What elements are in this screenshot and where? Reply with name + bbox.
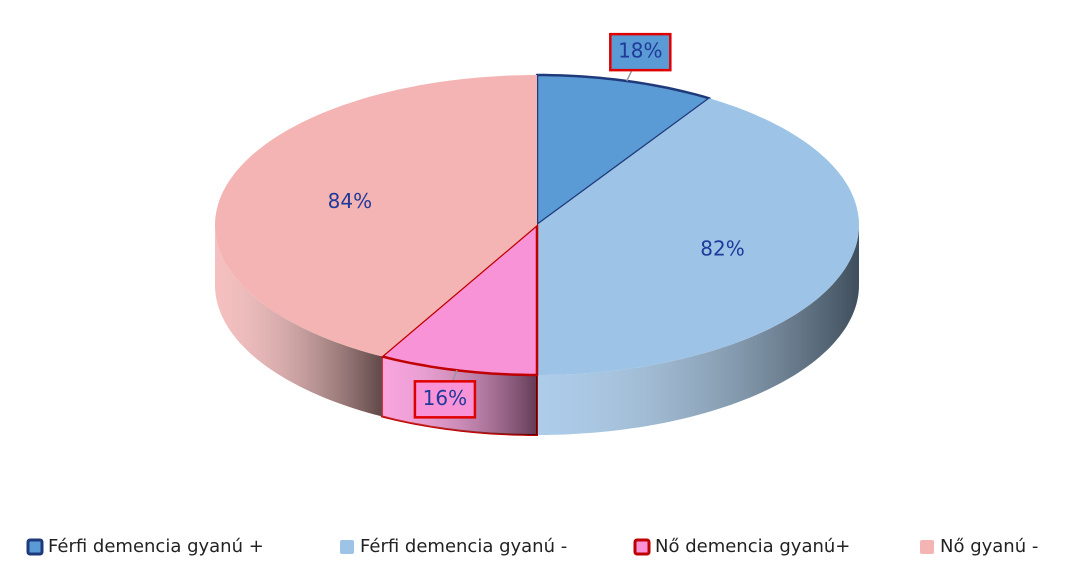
pie-side-shade: [215, 225, 382, 417]
legend-swatch: [340, 540, 354, 554]
pie-slice: [535, 73, 711, 227]
pie-slice: [215, 75, 537, 357]
pie: 18% 82% 16% 84%: [215, 32, 859, 436]
data-label: 82%: [700, 237, 744, 261]
pie-slice: [380, 223, 539, 377]
pie-side-shade: [537, 225, 859, 435]
legend: Férfi demencia gyanú + Férfi demencia gya…: [26, 536, 1038, 557]
data-label: 16%: [423, 386, 467, 410]
label-box: [413, 380, 477, 419]
data-label: 84%: [328, 189, 372, 213]
label-box: [609, 32, 672, 72]
legend-label: Férfi demencia gyanú -: [360, 536, 567, 557]
legend-label: Férfi demencia gyanú +: [48, 536, 264, 557]
legend-swatch: [26, 538, 44, 556]
legend-swatch: [633, 538, 651, 556]
legend-label: Nő gyanú -: [940, 536, 1038, 557]
pie-slice: [537, 98, 859, 376]
legend-label: Nő demencia gyanú+: [655, 536, 850, 557]
legend-swatch: [920, 540, 934, 554]
data-label: 18%: [618, 39, 662, 63]
